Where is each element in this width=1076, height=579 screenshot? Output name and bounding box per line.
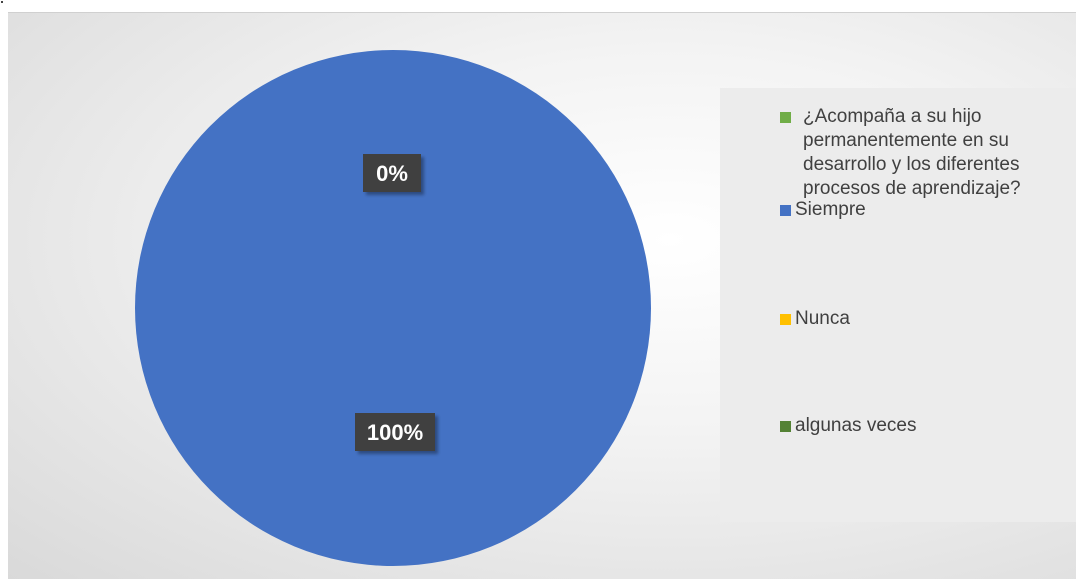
data-label-100-percent: 100% [355,413,435,451]
legend-label-series: ¿Acompaña a su hijo permanentemente en s… [803,106,1021,199]
legend-label-algunas-veces: algunas veces [795,415,917,436]
legend-label-siempre: Siempre [795,199,866,220]
legend-item-nunca: Nunca [780,307,1075,331]
pie-chart: 100% 0% [135,50,651,566]
data-label-box [363,154,421,192]
data-label-text: 0% [376,161,408,186]
legend-swatch-siempre [780,205,791,216]
corner-dot [1,1,3,3]
pie-data-labels: 100% 0% [355,154,435,451]
legend-swatch-nunca [780,314,791,325]
legend-label-nunca: Nunca [795,308,850,329]
legend-item-siempre: Siempre [780,198,1075,222]
data-label-text: 100% [367,420,423,445]
pie-slice-siempre [135,50,651,566]
legend-swatch-series [780,112,791,123]
legend-item-series: ¿Acompaña a su hijo permanentemente en s… [780,105,1075,201]
data-label-0-percent: 0% [363,154,421,192]
legend: ¿Acompaña a su hijo permanentemente en s… [720,88,1076,522]
chart-area: 100% 0% ¿Acompaña a su hijo permanentemen… [8,12,1076,579]
data-label-box [355,413,435,451]
pie-slices [135,50,651,566]
legend-swatch-algunas-veces [780,421,791,432]
legend-item-algunas-veces: algunas veces [780,414,1075,438]
